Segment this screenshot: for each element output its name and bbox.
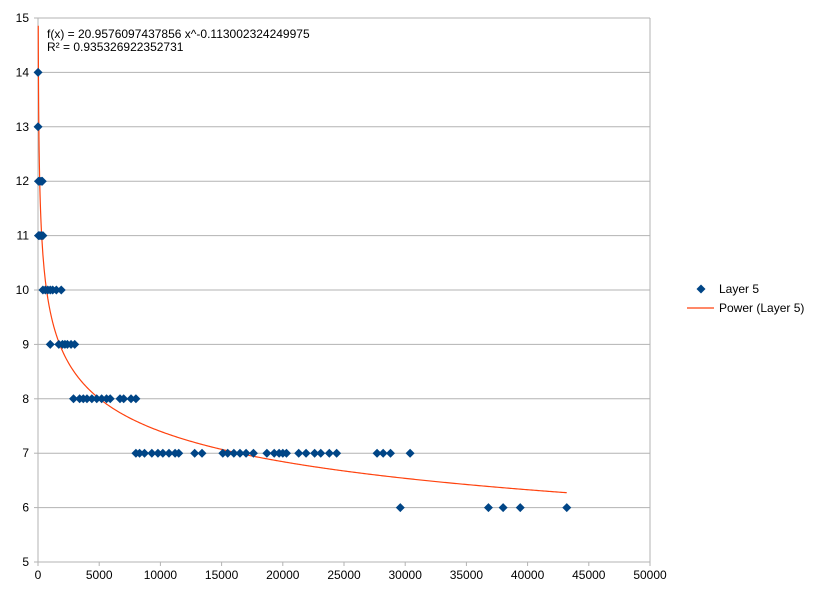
y-tick-label: 15 xyxy=(16,11,30,25)
data-point xyxy=(97,394,107,404)
data-point xyxy=(324,448,334,458)
data-point xyxy=(153,448,163,458)
x-tick-label: 10000 xyxy=(144,568,178,582)
y-tick-label: 13 xyxy=(16,120,30,134)
data-point xyxy=(197,448,207,458)
data-point xyxy=(87,394,97,404)
data-point xyxy=(131,394,141,404)
equation-text: f(x) = 20.9576097437856 x^-0.11300232424… xyxy=(47,27,310,41)
y-tick-label: 14 xyxy=(16,65,30,79)
x-tick-label: 15000 xyxy=(205,568,239,582)
data-point xyxy=(158,448,168,458)
y-tick-label: 9 xyxy=(22,337,29,351)
data-point xyxy=(56,285,66,295)
y-tick-label: 5 xyxy=(22,555,29,569)
x-tick-label: 20000 xyxy=(266,568,300,582)
data-point xyxy=(70,339,80,349)
data-point xyxy=(135,448,145,458)
legend-label-power: Power (Layer 5) xyxy=(719,301,804,315)
data-point xyxy=(269,448,279,458)
data-point xyxy=(223,448,233,458)
data-point xyxy=(68,394,78,404)
data-point xyxy=(92,394,102,404)
data-points xyxy=(33,67,572,513)
data-point xyxy=(483,503,493,513)
y-tick-label: 6 xyxy=(22,501,29,515)
trendline-power xyxy=(37,25,567,494)
x-tick-label: 35000 xyxy=(450,568,484,582)
data-point xyxy=(241,448,251,458)
data-point xyxy=(316,448,326,458)
y-tick-label: 11 xyxy=(17,229,30,243)
data-point xyxy=(386,448,396,458)
data-point xyxy=(515,503,525,513)
x-tick-label: 40000 xyxy=(511,568,545,582)
data-point xyxy=(147,448,157,458)
plot-area xyxy=(33,25,572,513)
y-tick-label: 7 xyxy=(22,446,29,460)
data-point xyxy=(498,503,508,513)
data-point xyxy=(294,448,304,458)
data-point xyxy=(45,339,55,349)
data-point xyxy=(332,448,342,458)
chart-gridlines xyxy=(38,17,651,563)
data-point xyxy=(281,448,291,458)
data-point xyxy=(378,448,388,458)
data-point xyxy=(229,448,239,458)
data-point xyxy=(33,67,43,77)
x-tick-label: 45000 xyxy=(572,568,606,582)
y-tick-labels: 5 6 7 8 9 10 11 12 13 14 15 xyxy=(16,11,38,569)
y-tick-label: 8 xyxy=(22,392,29,406)
legend-label-layer-5: Layer 5 xyxy=(719,282,759,296)
data-point xyxy=(174,448,184,458)
r-squared-text: R² = 0.935326922352731 xyxy=(47,40,184,54)
data-point xyxy=(190,448,200,458)
data-point xyxy=(82,394,92,404)
data-point xyxy=(51,285,61,295)
data-point xyxy=(301,448,311,458)
data-point xyxy=(372,448,382,458)
y-tick-label: 10 xyxy=(16,283,30,297)
data-point xyxy=(119,394,129,404)
data-point xyxy=(38,231,48,241)
data-point xyxy=(33,122,43,132)
data-point xyxy=(139,448,149,458)
data-point xyxy=(218,448,228,458)
x-tick-label: 50000 xyxy=(633,568,667,582)
x-tick-labels: 0 5000 10000 15000 20000 25000 30000 35000 40000… xyxy=(35,562,667,582)
data-point xyxy=(562,503,572,513)
data-point xyxy=(37,176,47,186)
data-point xyxy=(262,448,272,458)
x-tick-label: 30000 xyxy=(389,568,423,582)
legend: Layer 5 Power (Layer 5) xyxy=(687,282,804,315)
data-point xyxy=(235,448,245,458)
x-tick-label: 5000 xyxy=(86,568,113,582)
x-tick-label: 25000 xyxy=(327,568,361,582)
data-point xyxy=(105,394,115,404)
data-point xyxy=(395,503,405,513)
data-point xyxy=(126,394,136,404)
data-point xyxy=(248,448,258,458)
legend-marker-layer-5 xyxy=(696,284,706,294)
data-point xyxy=(164,448,174,458)
data-point xyxy=(405,448,415,458)
data-point xyxy=(310,448,320,458)
y-tick-label: 12 xyxy=(16,174,30,188)
x-tick-label: 0 xyxy=(35,568,42,582)
